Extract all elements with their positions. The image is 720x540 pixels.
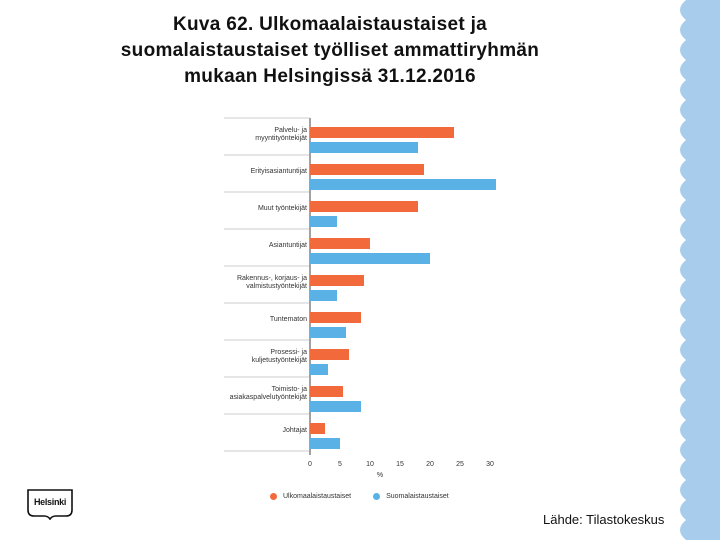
category-label: Erityisasiantuntijat xyxy=(251,168,307,175)
bar-finnish xyxy=(310,327,346,338)
bar-chart: Palvelu- ja myyntityöntekijät Erityisasian… xyxy=(224,117,496,479)
bar-foreign xyxy=(310,127,454,138)
shield-icon xyxy=(27,489,73,521)
x-tick-label: 30 xyxy=(486,461,494,468)
bar-foreign xyxy=(310,201,418,212)
category-label: Rakennus-, korjaus- ja valmistustyöntekij… xyxy=(237,275,307,290)
logo-text: Helsinki xyxy=(33,497,67,507)
bar-finnish xyxy=(310,253,430,264)
title-line-3: mukaan Helsingissä 31.12.2016 xyxy=(184,66,476,87)
legend-item-finnish: Suomalaistaustaiset xyxy=(373,493,449,500)
title-line-1: Kuva 62. Ulkomaalaistaustaiset ja xyxy=(172,14,488,35)
legend-swatch-foreign xyxy=(270,493,277,500)
bar-foreign xyxy=(310,386,343,397)
category-label: Toimisto- ja asiakaspalvelutyöntekijät xyxy=(230,386,308,401)
legend-label-foreign: Ulkomaalaistaustaiset xyxy=(283,493,352,500)
legend-label-finnish: Suomalaistaustaiset xyxy=(386,493,449,500)
bar-finnish xyxy=(310,179,496,190)
x-axis-label: % xyxy=(377,472,383,479)
category-label: Muut työntekijät xyxy=(258,205,307,212)
x-tick-label: 25 xyxy=(456,461,464,468)
category-label: Palvelu- ja myyntityöntekijät xyxy=(255,127,307,142)
bar-finnish xyxy=(310,290,337,301)
bar-foreign xyxy=(310,164,424,175)
category-label: Tuntematon xyxy=(270,316,307,323)
decorative-wave-stripe xyxy=(680,0,720,540)
category-label: Johtajat xyxy=(282,427,307,434)
chart-title: Kuva 62. Ulkomaalaistaustaiset ja suomal… xyxy=(60,12,600,90)
bar-finnish xyxy=(310,401,361,412)
legend-swatch-finnish xyxy=(373,493,381,500)
x-tick-label: 5 xyxy=(338,461,342,468)
category-label: Asiantuntijat xyxy=(269,242,307,249)
source-note: Lähde: Tilastokeskus xyxy=(543,512,665,527)
helsinki-logo: Helsinki xyxy=(26,488,74,521)
bar-foreign xyxy=(310,349,349,360)
chart-legend: Ulkomaalaistaustaiset Suomalaistaustaise… xyxy=(270,493,449,500)
x-tick-label: 20 xyxy=(426,461,434,468)
legend-item-foreign: Ulkomaalaistaustaiset xyxy=(270,493,351,500)
bar-foreign xyxy=(310,238,370,249)
title-line-2: suomalaistaustaiset työlliset ammattiryh… xyxy=(120,40,540,61)
bar-foreign xyxy=(310,312,361,323)
bar-finnish xyxy=(310,142,418,153)
bar-finnish xyxy=(310,216,337,227)
bar-foreign xyxy=(310,423,325,434)
category-label: Prosessi- ja kuljetustyöntekijät xyxy=(252,349,307,364)
x-tick-label: 15 xyxy=(396,461,404,468)
x-tick-label: 10 xyxy=(366,461,374,468)
bar-foreign xyxy=(310,275,364,286)
x-tick-label: 0 xyxy=(308,461,312,468)
bar-finnish xyxy=(310,364,328,375)
bar-finnish xyxy=(310,438,340,449)
